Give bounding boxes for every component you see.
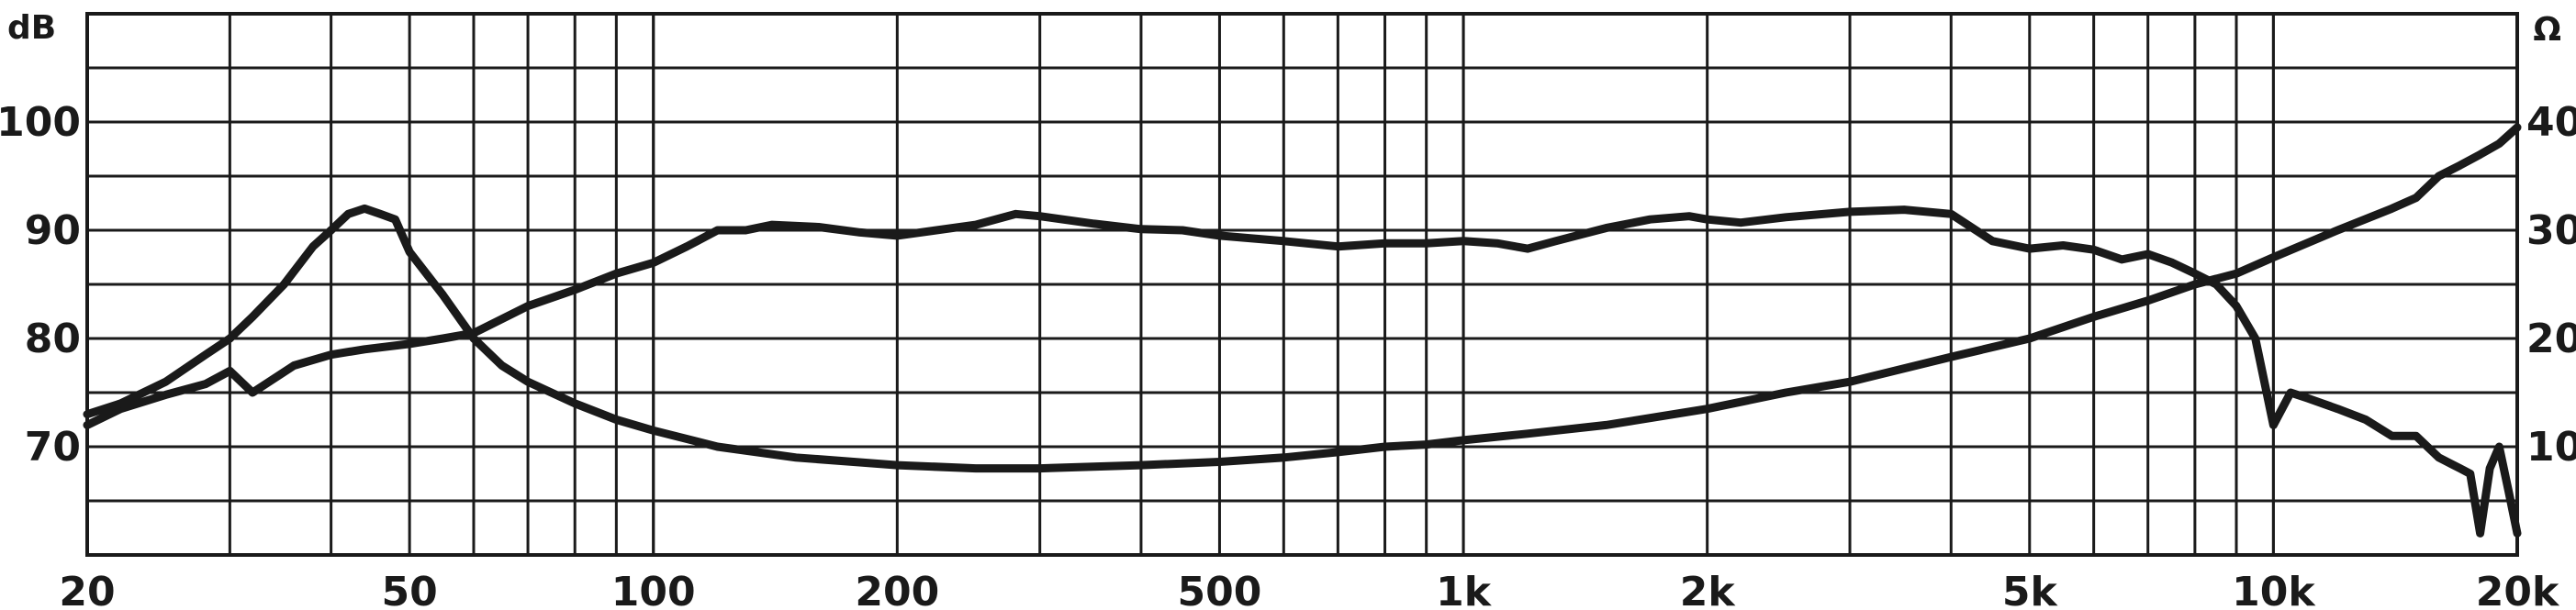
x-tick-label: 50 bbox=[381, 569, 437, 610]
spl-curve bbox=[83, 205, 2522, 538]
x-tick-label: 100 bbox=[611, 569, 696, 610]
chart-grid bbox=[85, 14, 2519, 555]
x-tick-label: 5k bbox=[2002, 569, 2059, 610]
x-tick-label: 2k bbox=[1680, 569, 1737, 610]
x-tick-label: 10k bbox=[2232, 569, 2316, 610]
y-tick-label-left: 90 bbox=[25, 207, 81, 254]
impedance-curve bbox=[83, 123, 2522, 473]
y-tick-label-right: 20 bbox=[2526, 316, 2576, 362]
x-tick-label: 20k bbox=[2476, 569, 2560, 610]
y-tick-label-right: 30 bbox=[2526, 207, 2576, 254]
y-tick-label-left: 70 bbox=[25, 424, 81, 471]
y-tick-label-right: 10 bbox=[2526, 424, 2576, 471]
y-tick-label-left: 80 bbox=[25, 316, 81, 362]
plot-frame bbox=[85, 12, 2519, 557]
series-layer bbox=[83, 123, 2522, 538]
x-tick-label: 200 bbox=[855, 569, 939, 610]
x-tick-label: 20 bbox=[59, 569, 115, 610]
axis-labels: dB Ω 20 50 100 200 500 1k 2k 5k 10k 20k 70 80 90 100 1… bbox=[0, 9, 2576, 610]
y-tick-label-left: 100 bbox=[0, 99, 81, 146]
y-axis-right-label: Ω bbox=[2533, 11, 2561, 49]
y-axis-left-label: dB bbox=[7, 9, 56, 47]
x-tick-label: 1k bbox=[1436, 569, 1493, 610]
x-tick-label: 500 bbox=[1178, 569, 1262, 610]
y-tick-label-right: 40 bbox=[2526, 99, 2576, 146]
